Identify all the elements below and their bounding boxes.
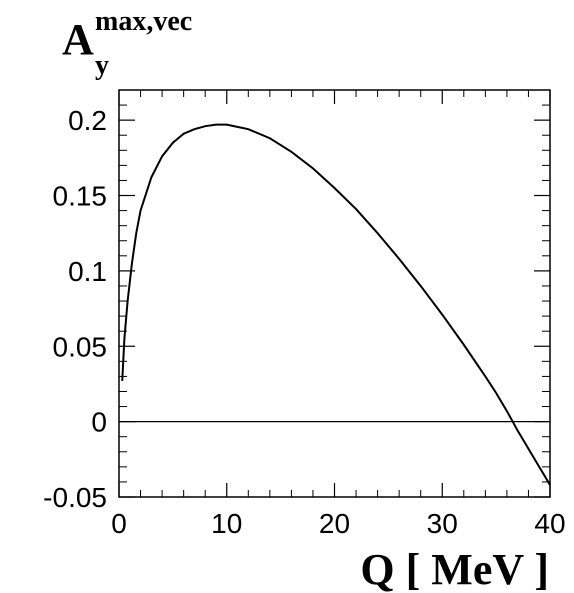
y-tick-label: 0.2 — [68, 105, 107, 136]
y-axis-title-superscript: max,vec — [95, 6, 192, 37]
x-tick-label: 0 — [111, 508, 127, 539]
minor-ticks — [119, 89, 550, 497]
y-tick-labels: -0.05 0 0.05 0.1 0.15 0.2 — [43, 105, 107, 513]
y-axis-title-main: A — [62, 15, 94, 64]
x-tick-label: 10 — [211, 508, 242, 539]
plot-frame — [118, 89, 551, 498]
y-axis-title-subscript: y — [95, 50, 109, 81]
major-ticks — [118, 90, 551, 498]
x-tick-labels: 0 10 20 30 40 — [111, 508, 565, 539]
x-axis-title: Q [ MeV ] — [360, 545, 549, 593]
y-tick-label: 0.05 — [53, 331, 108, 362]
x-tick-label: 30 — [427, 508, 458, 539]
x-tick-label: 20 — [319, 508, 350, 539]
x-tick-label: 40 — [534, 508, 565, 539]
y-tick-label: 0.1 — [68, 256, 107, 287]
y-tick-label: -0.05 — [43, 482, 107, 513]
series-line — [121, 123, 551, 486]
y-tick-label: 0.15 — [53, 181, 108, 212]
y-tick-label: 0 — [91, 407, 107, 438]
